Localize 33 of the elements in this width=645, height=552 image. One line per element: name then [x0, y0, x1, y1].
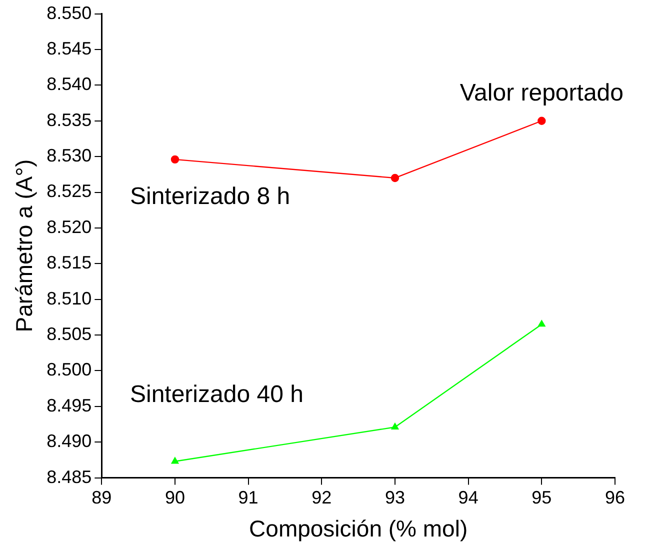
x-axis-title: Composición (% mol) [249, 516, 468, 542]
point [170, 155, 180, 164]
y-tick-label: 8.525 [46, 181, 92, 202]
x-tick-label: 96 [604, 488, 626, 508]
annotation: Valor reportado [460, 80, 624, 106]
y-tick-label: 8.505 [46, 324, 92, 344]
point [538, 116, 546, 125]
y-tick-label: 8.495 [46, 395, 92, 416]
series-label: Sinterizado 40 h [130, 381, 304, 408]
x-tick-label: 93 [384, 488, 406, 508]
x-tick-label: 94 [458, 488, 478, 508]
point [391, 423, 399, 430]
point [538, 320, 546, 327]
y-tick-label: 8.535 [46, 110, 92, 130]
x-tick-label: 89 [92, 488, 112, 508]
y-tick-label: 8.520 [46, 216, 92, 237]
y-tick-label: 8.490 [46, 431, 92, 452]
point [171, 457, 179, 464]
y-tick-label: 8.540 [46, 74, 92, 94]
y-tick-label: 8.485 [46, 466, 92, 487]
point [390, 174, 400, 182]
y-axis-title: Parámetro a (A°) [11, 159, 38, 332]
y-tick-label: 8.510 [46, 288, 92, 308]
y-tick-label: 8.500 [46, 360, 92, 380]
x-tick-label: 90 [164, 488, 185, 508]
y-tick-label: 8.515 [46, 252, 92, 273]
y-tick-label: 8.550 [46, 2, 92, 23]
x-tick-label: 95 [532, 488, 552, 508]
y-tick-label: 8.530 [46, 146, 92, 166]
y-tick-label: 8.545 [46, 38, 92, 58]
series-label: Sinterizado 8 h [130, 183, 290, 210]
x-tick-label: 92 [312, 488, 332, 508]
x-tick-label: 91 [238, 488, 258, 508]
